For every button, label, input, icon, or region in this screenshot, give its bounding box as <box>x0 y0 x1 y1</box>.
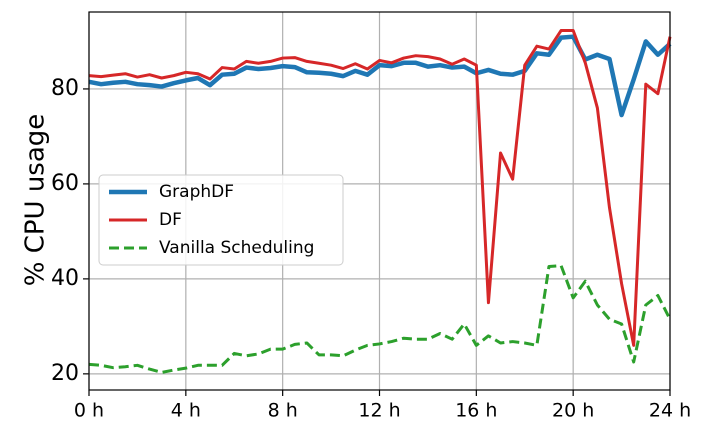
legend-label: DF <box>159 210 182 230</box>
x-tick-label: 4 h <box>171 400 201 422</box>
x-tick-label: 24 h <box>649 400 691 422</box>
data-line <box>88 34 672 118</box>
data-line <box>88 264 672 374</box>
legend-box <box>98 174 344 266</box>
legend-label: Vanilla Scheduling <box>159 238 314 258</box>
y-tick-label: 20 <box>51 361 79 386</box>
plot-frame <box>88 11 671 391</box>
x-tick-label: 16 h <box>455 400 497 422</box>
y-tick-label: 40 <box>51 266 79 291</box>
data-line <box>88 29 672 347</box>
legend: GraphDF DF Vanilla Scheduling <box>98 174 344 266</box>
x-tick-label: 20 h <box>552 400 594 422</box>
y-axis-label: % CPU usage <box>21 114 51 287</box>
y-tick-label: 60 <box>51 171 79 196</box>
x-tick-label: 0 h <box>74 400 104 422</box>
legend-label: GraphDF <box>159 182 234 202</box>
y-tick-label: 80 <box>51 76 79 101</box>
x-tick-label: 12 h <box>358 400 400 422</box>
x-tick-label: 8 h <box>268 400 298 422</box>
